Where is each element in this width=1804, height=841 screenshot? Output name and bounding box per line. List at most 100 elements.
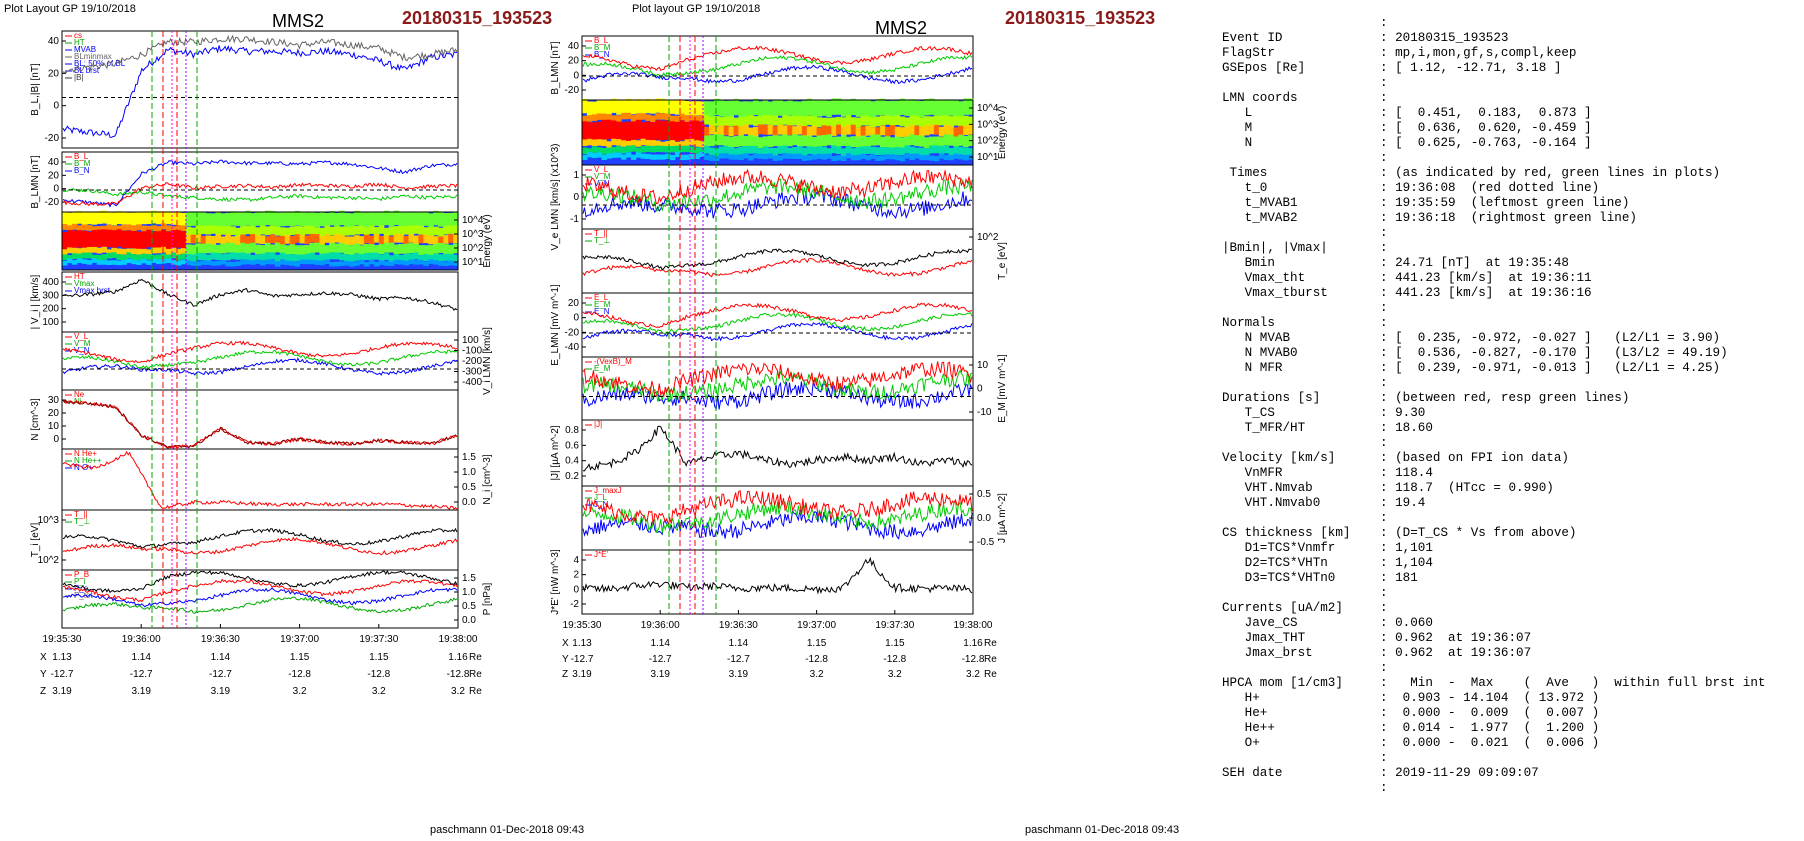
spectrogram-cell [443, 213, 449, 228]
spectrogram-cell [225, 253, 231, 261]
spectrogram-cell [728, 126, 734, 137]
spectrogram-cell [240, 260, 246, 265]
info-key: He+ [1222, 706, 1268, 720]
spectrogram-cell [170, 212, 177, 225]
spectrogram-cell [787, 135, 793, 147]
y-tick-label: 0 [53, 184, 59, 195]
spectrogram-cell [630, 121, 637, 141]
spectrogram-cell [423, 211, 429, 226]
info-row: |Bmin|, |Vmax|: [1222, 241, 1802, 256]
spectrogram-cell [62, 254, 68, 261]
spectrogram-cell [96, 229, 103, 247]
spectrogram-e_spec [582, 98, 974, 165]
position-value: 1.16 [963, 638, 983, 649]
spectrogram-cell [836, 146, 842, 154]
series-ti [62, 527, 458, 549]
info-row: Times: (as indicated by red, green lines… [1222, 166, 1802, 181]
spectrogram-cell [611, 152, 617, 158]
legend-entry: HT [74, 272, 85, 281]
spectrogram-cell [635, 99, 642, 114]
spectrogram-cell [772, 115, 778, 126]
spectrogram-cell [875, 99, 881, 116]
spectrogram-cell [433, 226, 439, 236]
spectrogram-cell [709, 101, 715, 118]
spectrogram-cell [393, 233, 400, 243]
position-value: -12.8 [367, 669, 390, 680]
spectrogram-cell [141, 253, 147, 260]
spectrogram-cell [146, 211, 152, 224]
spectrogram-cell [106, 260, 113, 265]
spectrogram-cell [373, 227, 380, 236]
spectrogram-cell [71, 212, 78, 225]
spectrogram-cell [626, 112, 632, 120]
spectrogram-cell [329, 242, 335, 253]
spectrogram-cell [428, 245, 434, 255]
info-row: Currents [uA/m2]: [1222, 601, 1802, 616]
spectrogram-cell [96, 211, 103, 224]
spectrogram-cell [777, 155, 783, 161]
spectrogram-cell [156, 211, 162, 225]
legend-entry: J_maxJ [594, 486, 622, 495]
spectrogram-cell [304, 212, 311, 228]
spectrogram-cell [777, 135, 783, 147]
spectrogram-cell [339, 242, 345, 253]
spectrogram-cell [383, 210, 390, 226]
position-value: 3.19 [650, 669, 670, 680]
info-value: : 18.60 [1380, 421, 1433, 435]
spectrogram-cell [586, 152, 593, 158]
y-tick-label: -20 [565, 85, 580, 96]
y-tick-label: 400 [42, 277, 59, 288]
y-tick-label: 10^2 [38, 555, 60, 566]
spectrogram-cell [131, 248, 137, 255]
spectrogram-cell [106, 211, 113, 225]
info-key: HPCA mom [1/cm3] [1222, 676, 1343, 690]
spectrogram-cell [616, 152, 622, 158]
spectrogram-cell [220, 213, 226, 228]
spectrogram-cell [116, 254, 122, 260]
spectrogram-cell [245, 259, 251, 265]
spectrogram-cell [339, 210, 345, 226]
spectrogram-cell [289, 211, 296, 226]
spectrogram-cell [398, 254, 405, 262]
spectrogram-cell [126, 212, 132, 226]
legend-entry: -(VexB)_M [594, 357, 632, 366]
spectrogram-cell [674, 145, 681, 153]
panel-frame [581, 35, 974, 101]
spectrogram-cell [161, 230, 167, 248]
spectrogram-cell [136, 231, 142, 250]
spectrogram-cell [354, 235, 360, 244]
y-tick-label: -20 [565, 327, 580, 338]
spectrogram-cell [714, 126, 720, 137]
spectrogram-cell [324, 234, 330, 243]
spectrogram-cell [743, 146, 749, 154]
spectrogram-cell [433, 236, 439, 245]
spectrogram-cell [245, 236, 251, 245]
legend-entry: BL: 50% of BL [74, 59, 126, 68]
spectrogram-cell [170, 226, 177, 232]
spectrogram-cell [733, 148, 739, 156]
spectrogram-cell [81, 212, 88, 226]
y-tick-label-right: 1.5 [462, 452, 476, 463]
spectrogram-cell [660, 120, 666, 141]
y-tick-label: 0.4 [565, 456, 579, 467]
spectrogram-cell [121, 254, 127, 261]
spectrogram-cell [195, 261, 202, 266]
spectrogram-cell [811, 146, 818, 155]
spectrogram-cell [146, 249, 152, 256]
spectrogram-cell [919, 117, 925, 128]
spectrogram-cell [101, 254, 108, 260]
position-value: 3.19 [572, 669, 592, 680]
spectrogram-cell [309, 243, 315, 253]
right-spacecraft-title: MMS2 [875, 18, 927, 38]
spectrogram-cell [230, 252, 236, 260]
legend-entry: Vmax brst [74, 286, 111, 295]
spectrogram-cell [81, 247, 88, 254]
info-key: VHT.Nmvab0 [1222, 496, 1321, 510]
info-value: : 0.060 [1380, 616, 1433, 630]
info-key: VHT.Nmvab [1222, 481, 1313, 495]
spectrogram-cell [324, 259, 330, 264]
spectrogram-cell [279, 227, 286, 236]
panel-jmag: 0.8 0.6 0.4 0.2 |J| [µA m^-2] |J| [550, 419, 974, 487]
series-bl [62, 34, 458, 74]
spectrogram-cell [924, 125, 930, 136]
